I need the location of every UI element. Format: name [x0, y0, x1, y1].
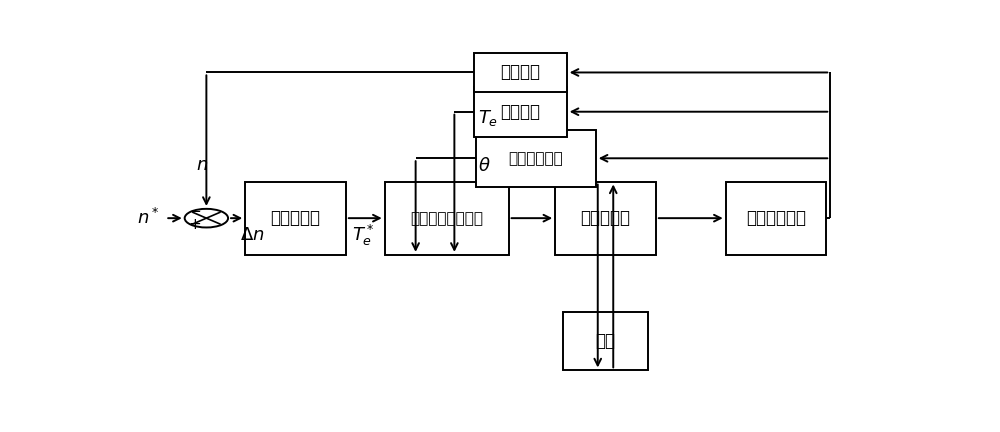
Bar	[245, 181, 346, 255]
Bar	[474, 87, 567, 137]
Text: $n^*$: $n^*$	[137, 208, 160, 228]
Bar	[476, 130, 596, 187]
Text: $n$: $n$	[196, 156, 209, 174]
Text: 转矩检测: 转矩检测	[500, 103, 540, 121]
Bar	[726, 181, 826, 255]
Text: 直接瞬时转矩控制: 直接瞬时转矩控制	[410, 211, 483, 226]
Text: $\Delta n$: $\Delta n$	[240, 226, 264, 244]
Text: 自抗扰控制: 自抗扰控制	[270, 209, 320, 227]
Text: $T_e$: $T_e$	[478, 108, 499, 128]
Text: $T_e^*$: $T_e^*$	[352, 223, 374, 248]
Text: +: +	[188, 216, 201, 232]
Text: −: −	[188, 204, 201, 219]
Text: 转子位置检测: 转子位置检测	[508, 151, 563, 166]
Bar	[385, 181, 509, 255]
Text: 开关磁阻电机: 开关磁阻电机	[746, 209, 806, 227]
Text: 功率变换器: 功率变换器	[580, 209, 631, 227]
Bar	[555, 181, 656, 255]
Bar	[474, 53, 567, 92]
Text: 转速检测: 转速检测	[500, 64, 540, 82]
Text: $\theta$: $\theta$	[478, 157, 491, 175]
Text: 电源: 电源	[596, 332, 616, 350]
Bar	[563, 312, 648, 370]
